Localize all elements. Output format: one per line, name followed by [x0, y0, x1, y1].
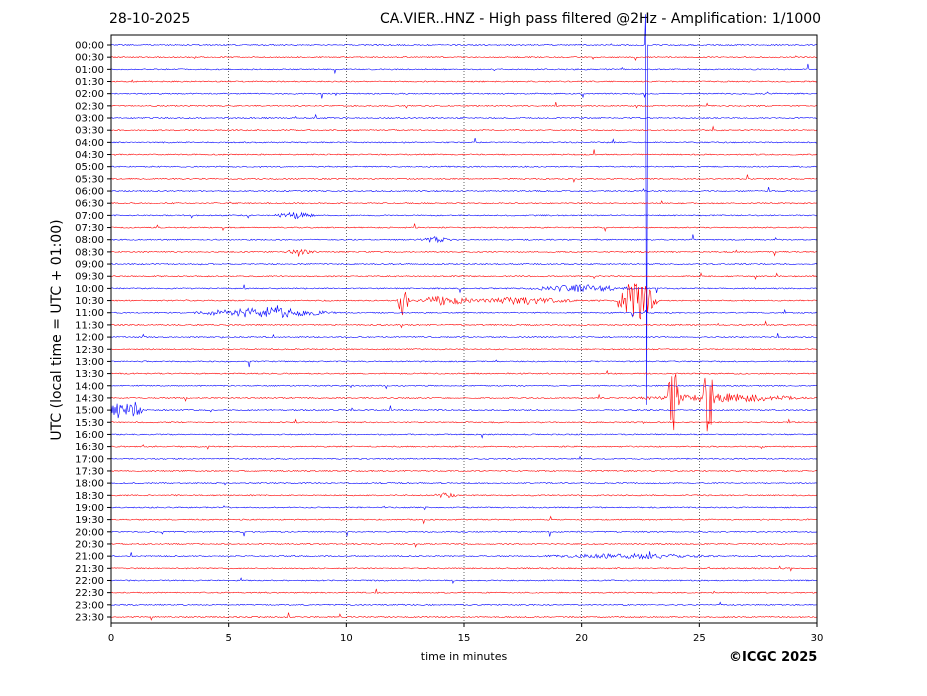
y-tick-label-21:30: 21:30 [75, 564, 104, 575]
trace-05:30 [110, 174, 818, 183]
y-tick-label-06:00: 06:00 [75, 187, 104, 198]
trace-04:30 [111, 149, 818, 156]
y-tick-label-09:30: 09:30 [75, 272, 104, 283]
trace-09:30 [110, 272, 818, 281]
trace-03:30 [110, 125, 818, 132]
trace-13:00 [110, 359, 818, 368]
y-tick-label-18:00: 18:00 [75, 479, 104, 490]
y-tick-label-13:30: 13:30 [75, 369, 104, 380]
trace-02:30 [110, 102, 818, 109]
trace-12:00 [110, 333, 817, 339]
y-tick-label-11:30: 11:30 [75, 320, 104, 331]
trace-02:00 [111, 91, 818, 99]
x-axis-label: time in minutes [420, 650, 508, 663]
trace-19:00 [111, 505, 818, 511]
x-tick-label-5: 5 [225, 633, 231, 644]
trace-21:00 [111, 551, 818, 560]
y-tick-label-16:00: 16:00 [75, 430, 104, 441]
y-tick-label-11:00: 11:00 [75, 308, 104, 319]
copyright-label: ©ICGC 2025 [729, 650, 818, 665]
y-tick-label-20:30: 20:30 [75, 539, 104, 550]
x-tick-label-0: 0 [108, 633, 114, 644]
trace-22:00 [110, 577, 818, 585]
y-tick-label-14:30: 14:30 [75, 393, 104, 404]
y-tick-label-14:00: 14:00 [75, 381, 104, 392]
y-tick-label-02:30: 02:30 [75, 101, 104, 112]
y-tick-label-22:30: 22:30 [75, 588, 104, 599]
plot-frame [110, 34, 818, 624]
y-tick-label-09:00: 09:00 [75, 260, 104, 271]
trace-21:30 [110, 565, 818, 572]
trace-03:00 [110, 113, 817, 120]
x-tick-label-10: 10 [340, 633, 353, 644]
y-tick-label-08:30: 08:30 [75, 247, 104, 258]
y-tick-label-20:00: 20:00 [75, 527, 104, 538]
x-tick-label-20: 20 [575, 633, 588, 644]
y-tick-label-01:00: 01:00 [75, 65, 104, 76]
y-tick-label-16:30: 16:30 [75, 442, 104, 453]
y-tick-label-18:30: 18:30 [75, 491, 104, 502]
trace-04:00 [110, 138, 817, 144]
chart-title: CA.VIER..HNZ - High pass filtered @2Hz -… [380, 11, 822, 27]
y-tick-label-08:00: 08:00 [75, 235, 104, 246]
y-tick-label-12:00: 12:00 [75, 333, 104, 344]
y-tick-label-10:00: 10:00 [75, 284, 104, 295]
y-tick-label-19:30: 19:30 [75, 515, 104, 526]
trace-20:00 [111, 530, 818, 537]
y-tick-label-05:30: 05:30 [75, 174, 104, 185]
y-tick-label-07:30: 07:30 [75, 223, 104, 234]
trace-18:30 [110, 492, 818, 499]
trace-00:30 [110, 55, 817, 62]
trace-22:30 [110, 588, 818, 594]
y-tick-label-04:00: 04:00 [75, 138, 104, 149]
y-tick-label-15:00: 15:00 [75, 406, 104, 417]
y-tick-label-21:00: 21:00 [75, 552, 104, 563]
date-label: 28-10-2025 [109, 11, 191, 27]
y-tick-label-05:00: 05:00 [75, 162, 104, 173]
trace-11:30 [110, 320, 818, 329]
x-tick-label-25: 25 [693, 633, 706, 644]
trace-11:00 [110, 305, 818, 319]
y-tick-label-22:00: 22:00 [75, 576, 104, 587]
y-tick-label-03:30: 03:30 [75, 126, 104, 137]
y-tick-label-02:00: 02:00 [75, 89, 104, 100]
trace-23:30 [110, 612, 818, 621]
y-tick-label-03:00: 03:00 [75, 114, 104, 125]
y-tick-label-13:00: 13:00 [75, 357, 104, 368]
y-tick-label-19:00: 19:00 [75, 503, 104, 514]
y-tick-label-00:30: 00:30 [75, 53, 104, 64]
trace-19:30 [110, 515, 817, 525]
trace-01:00 [110, 63, 818, 75]
y-tick-label-06:30: 06:30 [75, 199, 104, 210]
trace-12:30 [110, 348, 818, 351]
y-tick-label-12:30: 12:30 [75, 345, 104, 356]
trace-13:30 [110, 369, 818, 375]
trace-10:30 [110, 283, 818, 320]
x-tick-label-30: 30 [811, 633, 824, 644]
trace-20:30 [110, 542, 818, 548]
y-tick-label-07:00: 07:00 [75, 211, 104, 222]
y-tick-label-17:30: 17:30 [75, 466, 104, 477]
trace-06:00 [110, 187, 818, 193]
y-tick-label-15:30: 15:30 [75, 418, 104, 429]
y-tick-label-23:30: 23:30 [75, 612, 104, 623]
trace-08:00 [110, 234, 818, 244]
y-tick-label-17:00: 17:00 [75, 454, 104, 465]
y-tick-label-23:00: 23:00 [75, 600, 104, 611]
x-tick-label-15: 15 [458, 633, 471, 644]
y-tick-label-04:30: 04:30 [75, 150, 104, 161]
grid-layer [228, 35, 700, 623]
y-tick-label-01:30: 01:30 [75, 77, 104, 88]
y-tick-label-00:00: 00:00 [75, 41, 104, 52]
y-tick-label-10:30: 10:30 [75, 296, 104, 307]
x-tick-layer: 0 5 10 15 20 25 30 [108, 623, 824, 644]
trace-08:30 [110, 248, 818, 257]
trace-10:00 [110, 284, 818, 294]
